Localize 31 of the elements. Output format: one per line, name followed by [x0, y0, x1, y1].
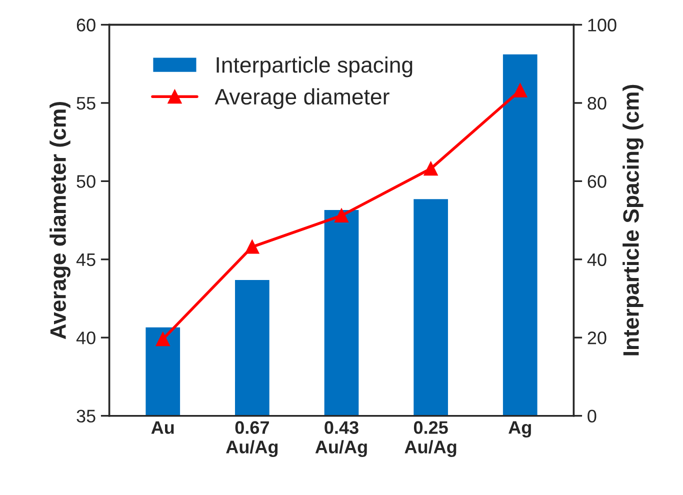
bar: [502, 52, 539, 416]
point: [513, 84, 528, 98]
x-tick-label: 0.25 Au/Ag: [404, 421, 456, 458]
y2-tick-label: 60: [588, 175, 606, 188]
legend-label: Average diameter: [214, 88, 390, 110]
x-tick-label: 0.67 Au/Ag: [226, 421, 278, 458]
y2-tick-label: 0: [588, 410, 596, 423]
x-tick-label: Au: [151, 421, 174, 434]
y2-tick-label: 20: [588, 332, 606, 344]
y-tick-label: 50: [76, 175, 96, 188]
y2-tick-label: 100: [588, 18, 616, 32]
y2-tick-label: 80: [588, 96, 606, 110]
bar: [412, 198, 450, 416]
y-tick-label: 40: [76, 332, 96, 344]
x-tick-label: 0.43 Au/Ag: [315, 421, 367, 458]
y2-tick-label: 40: [587, 253, 606, 266]
y-axis-title: Average diameter (cm): [50, 102, 70, 340]
y2-axis-title: Interparticle Spacing (cm): [622, 84, 644, 356]
bar: [234, 278, 271, 416]
y-tick-label: 45: [76, 254, 96, 266]
point: [245, 240, 260, 254]
point: [334, 208, 348, 223]
point: [156, 332, 170, 346]
point: [424, 162, 438, 176]
bar: [144, 326, 182, 416]
y-tick-label: 60: [76, 18, 96, 32]
bar: [322, 208, 360, 416]
y-tick-label: 55: [76, 97, 96, 110]
legend-label: Interparticle spacing: [216, 56, 412, 78]
y-tick-label: 35: [76, 410, 96, 423]
x-tick-label: Ag: [508, 421, 531, 438]
